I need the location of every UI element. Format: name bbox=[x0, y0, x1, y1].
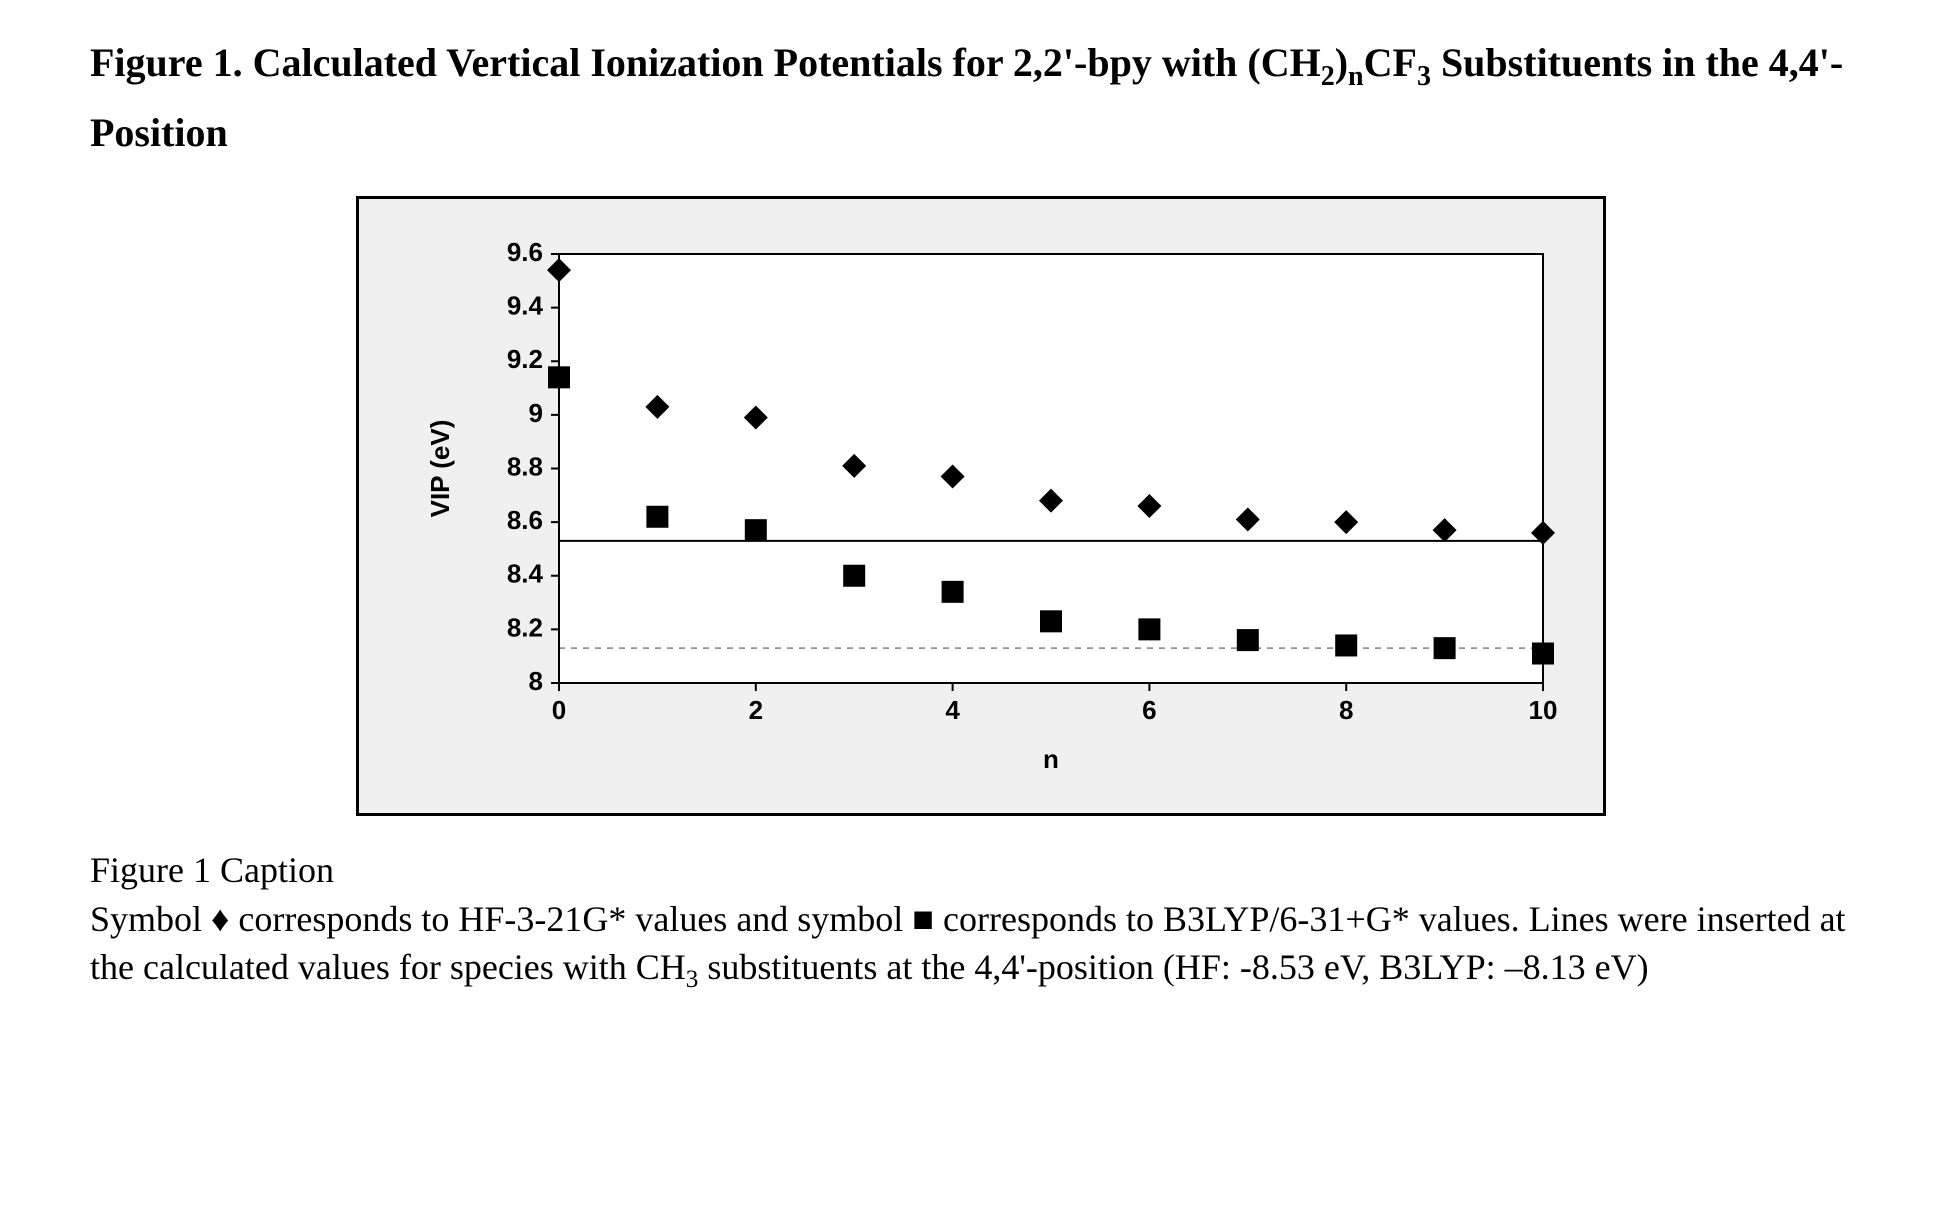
vip-scatter-chart: 8 8.2 8.4 8.6 8.8 9 9.2 9.4 9.6 0 2 4 6 8 10 n VIP (eV) bbox=[359, 199, 1603, 813]
chart-container: 8 8.2 8.4 8.6 8.8 9 9.2 9.4 9.6 0 2 4 6 8 10 n VIP (eV) bbox=[356, 196, 1606, 816]
svg-text:0: 0 bbox=[551, 695, 565, 725]
svg-text:8.6: 8.6 bbox=[506, 505, 542, 535]
figure-caption: Figure 1 Caption Symbol ♦ corresponds to… bbox=[90, 846, 1871, 997]
svg-text:8.4: 8.4 bbox=[506, 559, 543, 589]
caption-body: Symbol ♦ corresponds to HF-3-21G* values… bbox=[90, 899, 1846, 988]
svg-text:9.6: 9.6 bbox=[506, 237, 542, 267]
svg-text:n: n bbox=[1043, 744, 1059, 774]
svg-text:8.2: 8.2 bbox=[506, 612, 542, 642]
svg-text:4: 4 bbox=[945, 695, 960, 725]
svg-text:8: 8 bbox=[528, 666, 542, 696]
svg-text:9.4: 9.4 bbox=[506, 291, 543, 321]
svg-text:9: 9 bbox=[528, 398, 542, 428]
svg-text:10: 10 bbox=[1528, 695, 1557, 725]
figure-title: Figure 1. Calculated Vertical Ionization… bbox=[90, 30, 1871, 166]
svg-text:8.8: 8.8 bbox=[506, 452, 542, 482]
page: Figure 1. Calculated Vertical Ionization… bbox=[0, 0, 1941, 1209]
svg-text:9.2: 9.2 bbox=[506, 344, 542, 374]
svg-text:6: 6 bbox=[1142, 695, 1156, 725]
svg-text:8: 8 bbox=[1338, 695, 1352, 725]
caption-heading: Figure 1 Caption bbox=[90, 846, 1871, 895]
svg-text:2: 2 bbox=[748, 695, 762, 725]
svg-text:VIP (eV): VIP (eV) bbox=[425, 420, 455, 518]
